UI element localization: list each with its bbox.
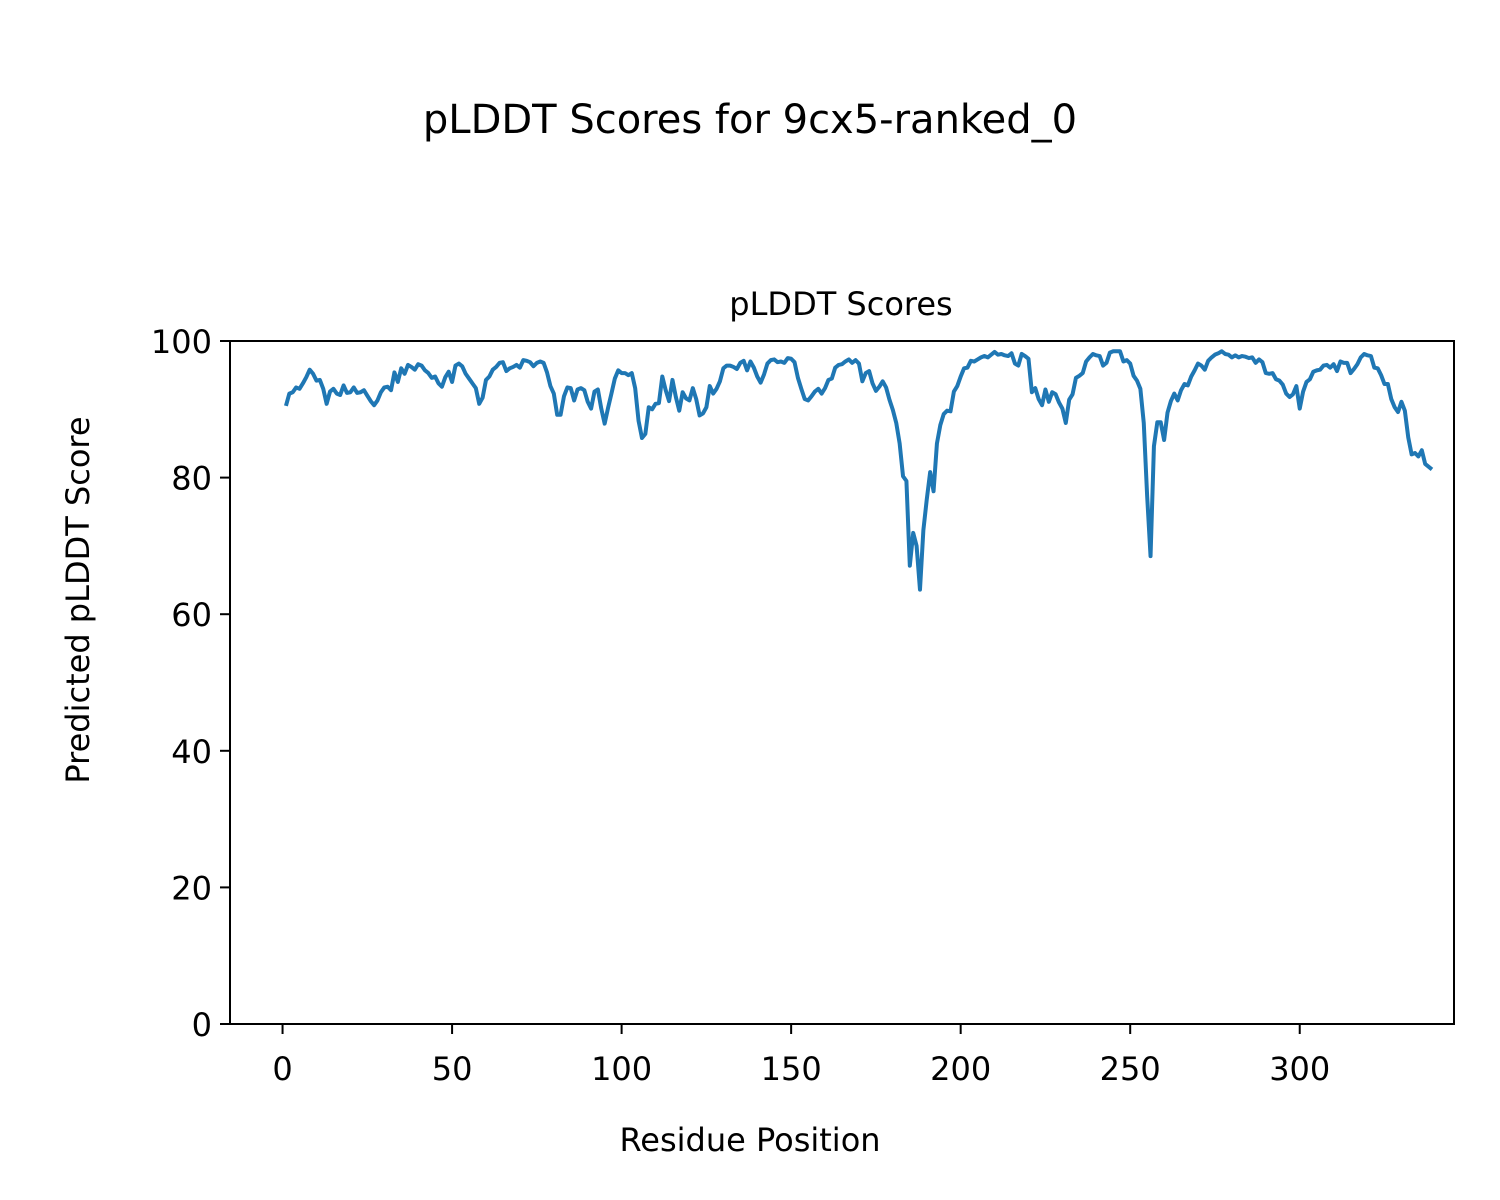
y-axis-label: Predicted pLDDT Score — [59, 416, 97, 783]
x-tick-label: 100 — [591, 1050, 652, 1088]
y-tick-label: 0 — [192, 1006, 212, 1044]
x-tick-label: 150 — [761, 1050, 822, 1088]
y-tick-label: 40 — [171, 733, 212, 771]
figure-suptitle: pLDDT Scores for 9cx5-ranked_0 — [423, 97, 1077, 143]
y-tick-label: 80 — [171, 460, 212, 498]
x-tick-label: 50 — [432, 1050, 473, 1088]
x-tick-label: 300 — [1269, 1050, 1330, 1088]
y-tick-label: 100 — [151, 323, 212, 361]
y-tick-label: 20 — [171, 869, 212, 907]
chart-title: pLDDT Scores — [729, 285, 952, 323]
x-axis-label: Residue Position — [619, 1121, 880, 1159]
x-tick-label: 200 — [930, 1050, 991, 1088]
x-tick-label: 250 — [1100, 1050, 1161, 1088]
x-tick-label: 0 — [272, 1050, 292, 1088]
y-tick-label: 60 — [171, 596, 212, 634]
